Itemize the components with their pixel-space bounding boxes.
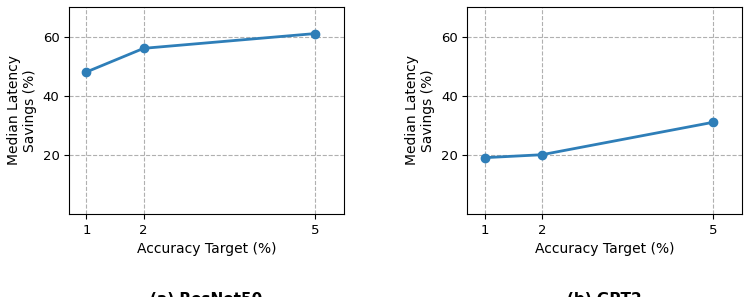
Y-axis label: Median Latency
Savings (%): Median Latency Savings (%) <box>7 56 37 165</box>
Text: (a) ResNet50: (a) ResNet50 <box>151 293 263 297</box>
Y-axis label: Median Latency
Savings (%): Median Latency Savings (%) <box>405 56 435 165</box>
X-axis label: Accuracy Target (%): Accuracy Target (%) <box>535 242 675 256</box>
X-axis label: Accuracy Target (%): Accuracy Target (%) <box>137 242 276 256</box>
Text: (b) GPT2: (b) GPT2 <box>568 293 642 297</box>
